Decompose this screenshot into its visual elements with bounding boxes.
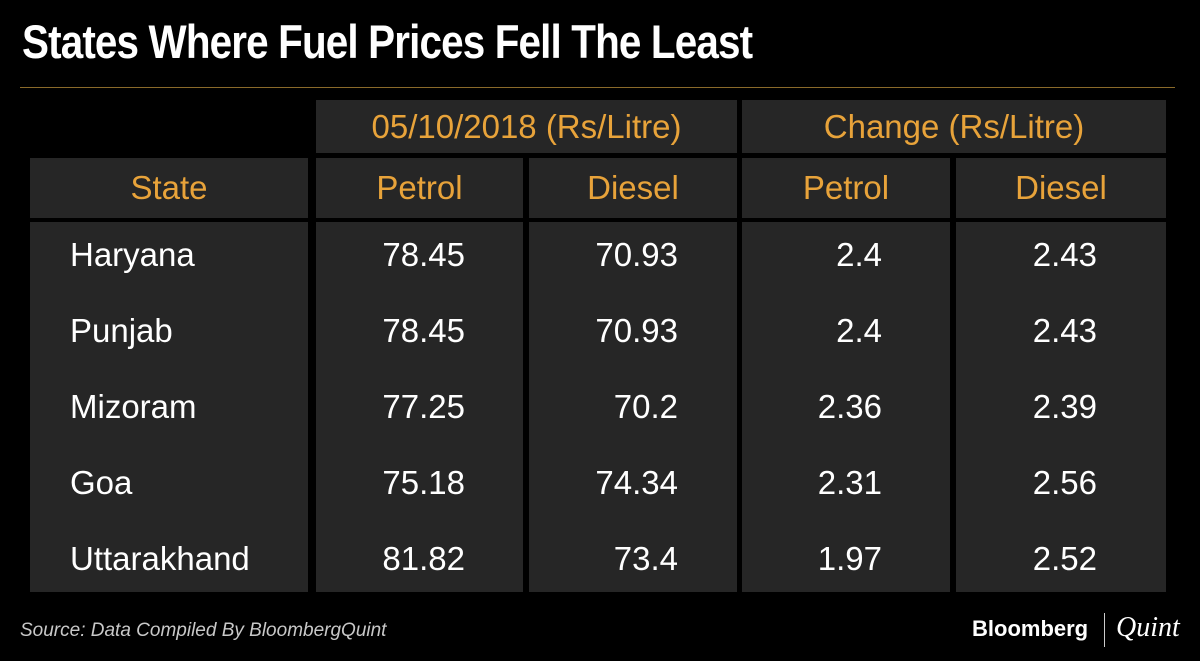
column-header: Diesel xyxy=(956,158,1166,218)
value-cell: 81.82 xyxy=(382,540,465,577)
value-cell: 70.93 xyxy=(595,236,678,273)
column-body xyxy=(956,222,1166,592)
state-name: Punjab xyxy=(70,312,173,349)
value-cell: 73.4 xyxy=(613,540,678,577)
value-cell: 78.45 xyxy=(382,312,465,349)
state-name: Uttarakhand xyxy=(70,540,250,577)
brand-separator xyxy=(1104,613,1105,647)
value-cell: 1.97 xyxy=(817,540,882,577)
value-cell: 2.43 xyxy=(1032,236,1097,273)
value-cell: 2.4 xyxy=(836,236,882,273)
column-header: State xyxy=(30,158,308,218)
group-header: 05/10/2018 (Rs/Litre) xyxy=(316,100,737,153)
value-cell: 2.31 xyxy=(817,464,882,501)
column-body xyxy=(529,222,737,592)
column-header: Petrol xyxy=(742,158,950,218)
value-cell: 70.2 xyxy=(613,388,678,425)
state-name: Haryana xyxy=(70,236,195,273)
group-header: Change (Rs/Litre) xyxy=(742,100,1166,153)
value-cell: 2.43 xyxy=(1032,312,1097,349)
value-cell: 2.36 xyxy=(817,388,882,425)
title-rule xyxy=(20,87,1175,88)
state-name: Mizoram xyxy=(70,388,197,425)
value-cell: 2.56 xyxy=(1032,464,1097,501)
value-cell: 2.4 xyxy=(836,312,882,349)
value-cell: 70.93 xyxy=(595,312,678,349)
state-name: Goa xyxy=(70,464,133,501)
source: Source: Data Compiled By BloombergQuint xyxy=(20,620,387,641)
column-body xyxy=(742,222,950,592)
value-cell: 78.45 xyxy=(382,236,465,273)
column-header: Petrol xyxy=(316,158,523,218)
value-cell: 2.39 xyxy=(1032,388,1097,425)
value-cell: 74.34 xyxy=(595,464,678,501)
brand-second: Quint xyxy=(1116,612,1180,643)
value-cell: 2.52 xyxy=(1032,540,1097,577)
value-cell: 75.18 xyxy=(382,464,465,501)
value-cell: 77.25 xyxy=(382,388,465,425)
column-header: Diesel xyxy=(529,158,737,218)
column-body xyxy=(30,222,308,592)
brand: Bloomberg xyxy=(972,616,1089,641)
column-body xyxy=(316,222,523,592)
title: States Where Fuel Prices Fell The Least xyxy=(22,15,753,68)
